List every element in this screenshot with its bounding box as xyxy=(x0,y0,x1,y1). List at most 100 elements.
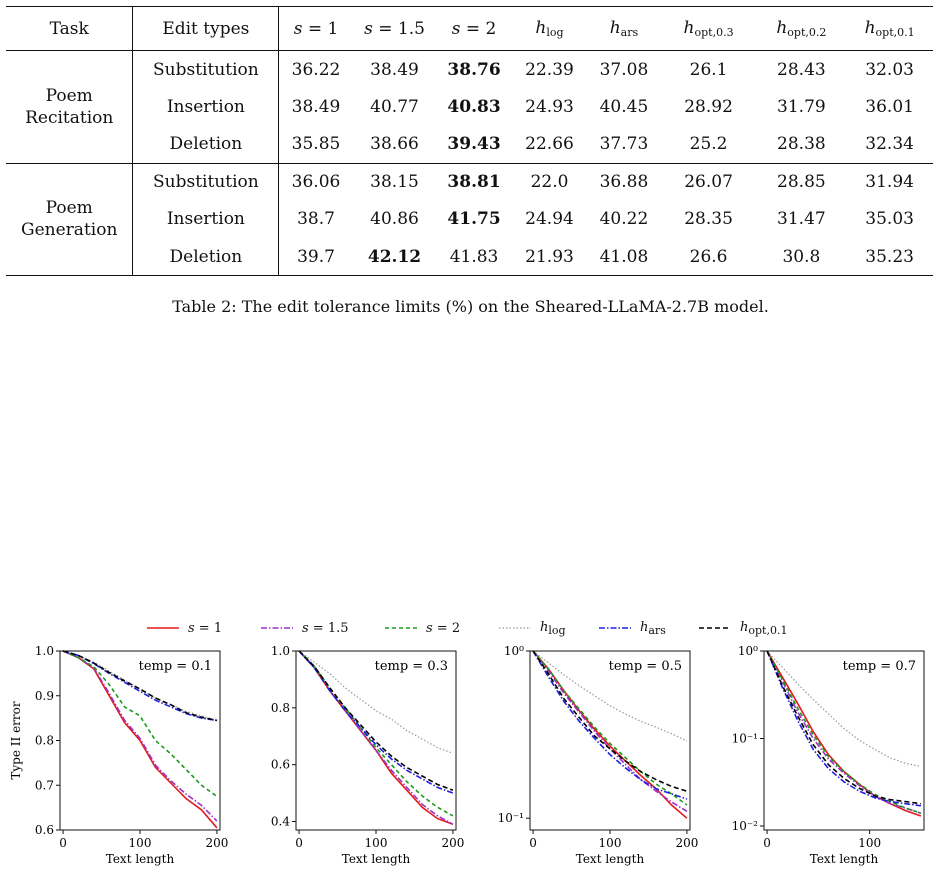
temperature-annotation: temp = 0.5 xyxy=(609,659,682,674)
task-label-line: Recitation xyxy=(25,107,114,128)
task-cell: Poem Generation xyxy=(6,163,134,276)
table-caption: Table 2: The edit tolerance limits (%) o… xyxy=(172,297,769,316)
table-row: Deletion 35.85 38.66 39.43 22.66 37.73 25.2 28.… xyxy=(6,125,933,163)
y-tick-label: 10⁻¹ xyxy=(732,731,758,745)
x-axis-label: Text length xyxy=(342,852,411,866)
legend-line-hopt01 xyxy=(699,627,731,629)
value-cell: 28.38 xyxy=(777,134,826,154)
series-line-h-ars xyxy=(532,650,688,800)
task-cell: Poem Recitation xyxy=(6,50,134,163)
series-line-h-ars xyxy=(298,650,454,794)
value-cell: 39.43 xyxy=(447,134,501,154)
value-cell: 22.66 xyxy=(525,134,574,154)
legend-line-s1 xyxy=(147,627,179,629)
value-cell: 26.07 xyxy=(684,172,733,192)
table-body: Poem Recitation Substitution 36.22 38.49 38.7… xyxy=(6,50,933,276)
legend-item-s1: s = 1 xyxy=(146,618,222,638)
y-tick-label: 0.4 xyxy=(271,814,290,828)
series-line-s---1 xyxy=(298,650,454,826)
legend-item-hlog: hlog xyxy=(498,618,566,638)
chart-panel-temp-0.5: 0 100 200 10⁻¹ 10⁰ temp = 0.5 Text length xyxy=(470,640,700,886)
value-cell: 21.93 xyxy=(525,246,574,267)
table-row: Deletion 39.7 42.12 41.83 21.93 41.08 26.6 30.8… xyxy=(6,238,933,276)
value-cell: 36.06 xyxy=(291,172,341,192)
value-cell: 28.43 xyxy=(777,59,826,80)
plot-frame xyxy=(295,650,457,831)
y-tick-label: 0.8 xyxy=(35,734,54,748)
value-cell: 32.34 xyxy=(865,134,914,154)
x-axis-label: Text length xyxy=(810,852,879,866)
value-cell: 37.08 xyxy=(599,59,649,80)
header-hopt03: hopt,0.3 xyxy=(683,18,734,39)
value-cell: 35.03 xyxy=(865,209,914,230)
series-line-s---1 xyxy=(766,650,922,817)
series-line-s---1-5 xyxy=(62,650,218,822)
x-tick-label: 0 xyxy=(529,836,537,850)
value-cell: 40.45 xyxy=(599,96,649,117)
value-cell: 31.94 xyxy=(865,172,914,192)
value-cell: 31.47 xyxy=(777,209,826,230)
value-cell: 24.94 xyxy=(525,209,574,230)
y-tick-label: 10⁻² xyxy=(732,819,759,833)
value-cell: 38.66 xyxy=(370,134,419,154)
chart-svg: 0 100 200 0.4 0.6 0.8 1.0 temp = 0.3 Text length xyxy=(271,644,464,866)
temperature-annotation: temp = 0.7 xyxy=(843,659,916,674)
value-cell: 25.2 xyxy=(689,134,728,154)
y-tick-label: 1.0 xyxy=(271,644,290,658)
value-cell: 40.77 xyxy=(370,96,419,117)
y-tick-label: 0.9 xyxy=(35,689,54,703)
legend-item-hars: hars xyxy=(598,618,666,638)
value-cell: 42.12 xyxy=(367,246,422,267)
value-cell: 26.1 xyxy=(689,59,728,80)
edit-type-cell: Insertion xyxy=(132,200,280,238)
series-line-s---1-5 xyxy=(766,650,922,814)
y-tick-label: 0.8 xyxy=(271,701,290,715)
series-line-s---2 xyxy=(766,650,922,814)
y-tick-label: 0.7 xyxy=(35,778,54,792)
series-line-s---2 xyxy=(62,650,218,798)
value-cell: 39.7 xyxy=(297,246,335,267)
header-hars: hars xyxy=(609,18,639,39)
header-s2: s = 2 xyxy=(451,18,497,39)
value-cell: 41.08 xyxy=(599,246,649,267)
series-line-h-log xyxy=(532,650,688,742)
x-tick-label: 0 xyxy=(295,836,303,850)
edit-type-cell: Substitution xyxy=(132,163,280,201)
task-label-line: Poem xyxy=(45,85,93,106)
series-line-h-log xyxy=(766,650,922,767)
chart-panel-temp-0.3: 0 100 200 0.4 0.6 0.8 1.0 temp = 0.3 Text length xyxy=(236,640,466,886)
y-tick-label: 0.6 xyxy=(271,758,290,772)
value-cell: 38.81 xyxy=(447,172,501,192)
value-cell: 41.83 xyxy=(449,246,499,267)
series-line-h-opt-0-1 xyxy=(532,650,688,792)
series-line-h-log xyxy=(298,650,454,754)
y-tick-label: 0.6 xyxy=(35,823,54,837)
value-cell: 28.35 xyxy=(684,209,733,230)
value-cell: 35.23 xyxy=(865,246,914,267)
x-tick-label: 200 xyxy=(441,836,464,850)
x-tick-label: 100 xyxy=(599,836,622,850)
value-cell: 40.86 xyxy=(370,209,419,230)
edit-type-cell: Substitution xyxy=(132,50,280,88)
header-s1: s = 1 xyxy=(293,18,339,39)
y-tick-label: 10⁰ xyxy=(504,644,524,658)
x-tick-label: 100 xyxy=(365,836,388,850)
table-row: Insertion 38.7 40.86 41.75 24.94 40.22 28.35 31… xyxy=(6,200,933,238)
value-cell: 22.39 xyxy=(525,59,574,80)
x-tick-label: 200 xyxy=(205,836,228,850)
x-tick-label: 200 xyxy=(675,836,698,850)
x-axis-label: Text length xyxy=(106,852,175,866)
value-cell: 35.85 xyxy=(291,134,341,154)
value-cell: 38.15 xyxy=(370,172,419,192)
value-cell: 38.7 xyxy=(297,209,335,230)
value-cell: 41.75 xyxy=(447,209,501,230)
legend-item-s15: s = 1.5 xyxy=(260,618,349,638)
x-axis-label: Text length xyxy=(576,852,645,866)
header-s15: s = 1.5 xyxy=(364,18,425,39)
y-tick-label: 10⁰ xyxy=(738,644,758,658)
temperature-annotation: temp = 0.1 xyxy=(139,659,212,674)
value-cell: 24.93 xyxy=(525,96,574,117)
legend-line-hars xyxy=(599,627,631,629)
header-task: Task xyxy=(6,6,134,51)
legend-item-s2: s = 2 xyxy=(384,618,460,638)
